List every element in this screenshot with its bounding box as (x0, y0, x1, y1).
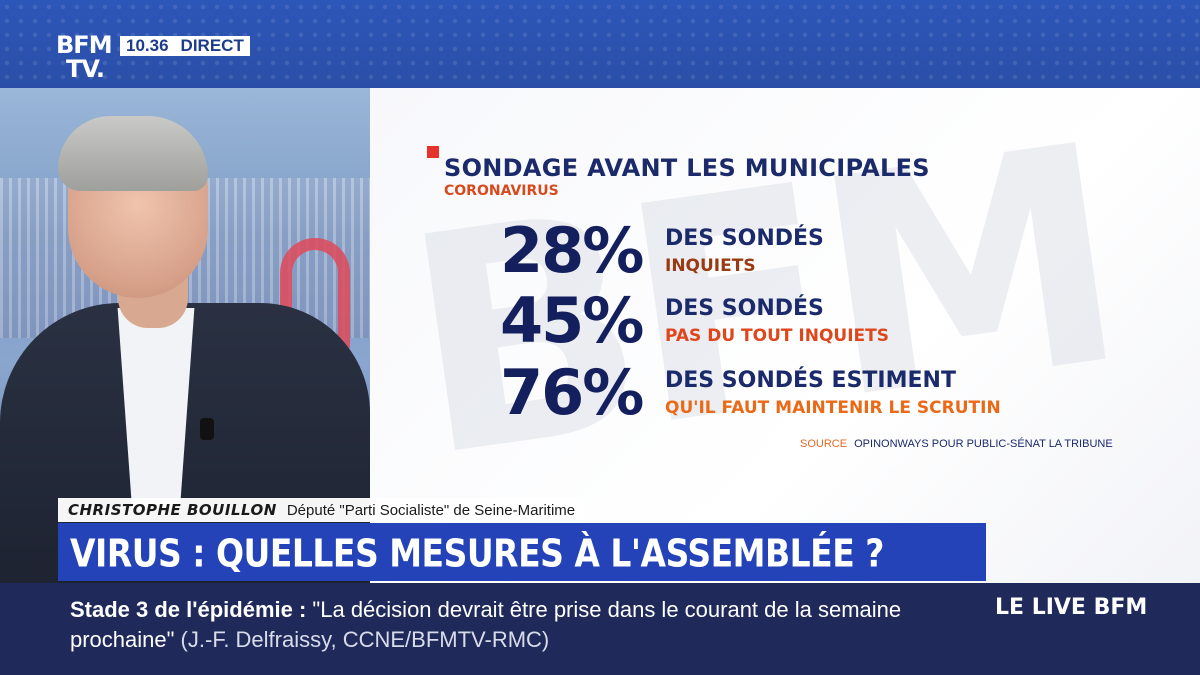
poll-title: SONDAGE AVANT LES MUNICIPALES (444, 154, 930, 182)
news-ticker: Stade 3 de l'épidémie : "La décision dev… (0, 583, 1200, 675)
poll-stat: 76% DES SONDÉS ESTIMENT QU'IL FAUT MAINT… (500, 360, 1160, 426)
guest-name-bar: CHRISTOPHE BOUILLON Député "Parti Social… (58, 498, 586, 522)
channel-logo: BFM TV. (56, 33, 118, 87)
poll-stat: 28% DES SONDÉS INQUIETS (500, 218, 1160, 284)
stat-label-detail: QU'IL FAUT MAINTENIR LE SCRUTIN (665, 398, 1001, 418)
source-label: SOURCE (800, 438, 848, 450)
time-live-box: 10.36 DIRECT (120, 36, 250, 56)
poll-stat: 45% DES SONDÉS PAS DU TOUT INQUIETS (500, 288, 1160, 354)
stat-label-main: DES SONDÉS (665, 296, 824, 321)
clock-time: 10.36 (126, 36, 169, 55)
poll-content: SONDAGE AVANT LES MUNICIPALES CORONAVIRU… (370, 88, 1200, 508)
guest-hair (58, 116, 208, 191)
ticker-text: Stade 3 de l'épidémie : "La décision dev… (70, 595, 980, 655)
stat-percent: 76% (500, 356, 644, 429)
guest-role: Député "Parti Socialiste" de Seine-Marit… (286, 501, 576, 519)
stat-percent: 45% (500, 284, 644, 357)
stat-label-main: DES SONDÉS ESTIMENT (665, 368, 956, 393)
poll-subtitle: CORONAVIRUS (444, 183, 559, 199)
stat-label-detail: INQUIETS (665, 256, 756, 276)
logo-line1: BFM (56, 31, 113, 59)
live-label: LE LIVE BFM (995, 595, 1148, 620)
source-text: OPINONWAYS POUR PUBLIC-SÉNAT LA TRIBUNE (854, 438, 1113, 450)
stat-label-detail: PAS DU TOUT INQUIETS (665, 326, 890, 346)
live-tag: DIRECT (180, 36, 244, 55)
guest-video (0, 88, 370, 603)
ticker-quote: "La décision devrait être prise dans le … (70, 597, 902, 652)
headline-banner: VIRUS : QUELLES MESURES À L'ASSEMBLÉE ? (58, 523, 986, 581)
guest-shirt (117, 308, 195, 508)
title-marker-square (427, 146, 439, 158)
channel-top-strip (0, 0, 1200, 88)
logo-line2: TV. (66, 55, 105, 83)
lapel-mic-icon (200, 418, 214, 440)
ticker-credit: (J.-F. Delfraissy, CCNE/BFMTV-RMC) (174, 627, 550, 652)
poll-source: SOURCE OPINONWAYS POUR PUBLIC-SÉNAT LA T… (800, 438, 1113, 450)
guest-name: CHRISTOPHE BOUILLON (68, 501, 277, 519)
stat-percent: 28% (500, 214, 644, 287)
stat-label-main: DES SONDÉS (665, 226, 824, 251)
headline-text: VIRUS : QUELLES MESURES À L'ASSEMBLÉE ? (70, 531, 884, 576)
ticker-lead: Stade 3 de l'épidémie : (70, 597, 307, 622)
